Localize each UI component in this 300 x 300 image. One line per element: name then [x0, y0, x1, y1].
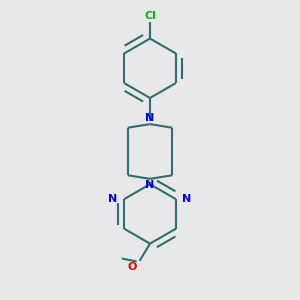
Text: N: N: [182, 194, 191, 204]
Text: N: N: [146, 113, 154, 123]
Text: N: N: [109, 194, 118, 204]
Text: O: O: [128, 262, 137, 272]
Text: N: N: [146, 180, 154, 190]
Text: Cl: Cl: [144, 11, 156, 21]
